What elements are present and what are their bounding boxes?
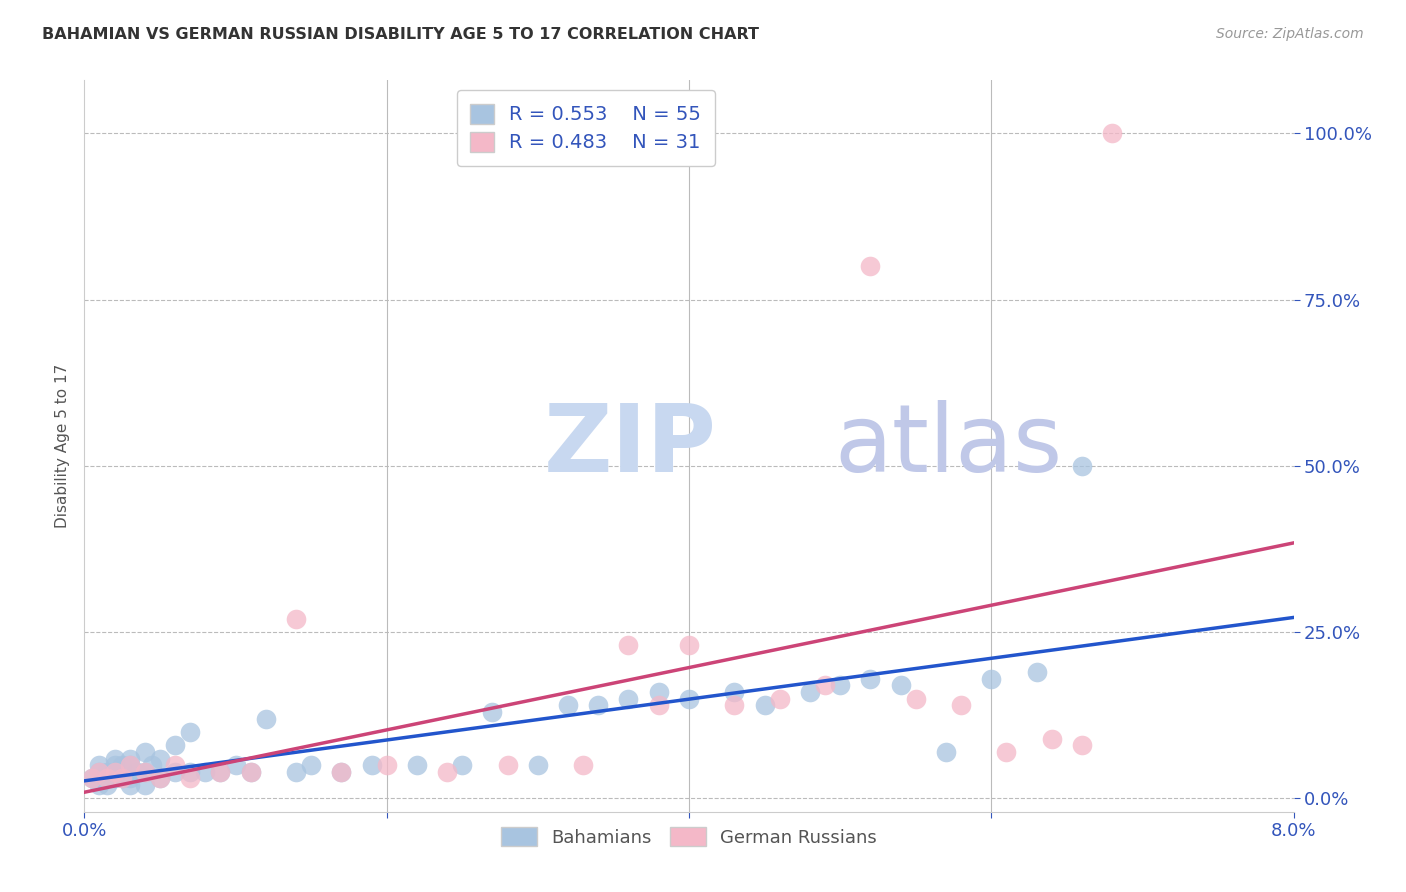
Point	[141, 758, 163, 772]
Point	[89, 778, 111, 792]
Point	[1025, 665, 1047, 679]
Point	[285, 764, 308, 779]
Point	[830, 678, 852, 692]
Point	[330, 764, 353, 779]
Point	[588, 698, 610, 713]
Point	[375, 758, 398, 772]
Point	[179, 772, 201, 786]
Point	[194, 764, 217, 779]
Point	[995, 745, 1018, 759]
Point	[678, 691, 700, 706]
Point	[648, 685, 671, 699]
Point	[723, 685, 745, 699]
Point	[980, 672, 1002, 686]
Point	[890, 678, 912, 692]
Point	[572, 758, 595, 772]
Text: ZIP: ZIP	[544, 400, 717, 492]
Point	[225, 758, 247, 772]
Point	[179, 725, 201, 739]
Point	[814, 678, 837, 692]
Point	[165, 758, 187, 772]
Point	[360, 758, 382, 772]
Point	[617, 691, 640, 706]
Point	[1071, 458, 1094, 473]
Point	[451, 758, 474, 772]
Point	[118, 758, 141, 772]
Point	[118, 772, 141, 786]
Point	[80, 772, 103, 786]
Point	[209, 764, 232, 779]
Point	[769, 691, 792, 706]
Point	[239, 764, 262, 779]
Point	[149, 772, 172, 786]
Point	[406, 758, 429, 772]
Point	[557, 698, 579, 713]
Point	[80, 772, 103, 786]
Y-axis label: Disability Age 5 to 17: Disability Age 5 to 17	[55, 364, 70, 528]
Point	[436, 764, 458, 779]
Point	[754, 698, 776, 713]
Text: BAHAMIAN VS GERMAN RUSSIAN DISABILITY AGE 5 TO 17 CORRELATION CHART: BAHAMIAN VS GERMAN RUSSIAN DISABILITY AG…	[42, 27, 759, 42]
Point	[1101, 127, 1123, 141]
Point	[239, 764, 262, 779]
Point	[330, 764, 353, 779]
Point	[935, 745, 957, 759]
Point	[96, 772, 118, 786]
Point	[104, 764, 127, 779]
Point	[118, 751, 141, 765]
Point	[165, 738, 187, 752]
Point	[104, 772, 127, 786]
Point	[89, 764, 111, 779]
Point	[96, 778, 118, 792]
Text: Source: ZipAtlas.com: Source: ZipAtlas.com	[1216, 27, 1364, 41]
Point	[859, 260, 882, 274]
Point	[950, 698, 973, 713]
Point	[617, 639, 640, 653]
Point	[678, 639, 700, 653]
Point	[299, 758, 322, 772]
Point	[134, 745, 156, 759]
Point	[149, 751, 172, 765]
Point	[104, 764, 127, 779]
Point	[89, 764, 111, 779]
Point	[285, 612, 308, 626]
Point	[104, 758, 127, 772]
Point	[89, 758, 111, 772]
Point	[209, 764, 232, 779]
Point	[134, 778, 156, 792]
Point	[118, 758, 141, 772]
Point	[1071, 738, 1094, 752]
Point	[165, 764, 187, 779]
Point	[111, 758, 134, 772]
Point	[149, 772, 172, 786]
Point	[481, 705, 503, 719]
Text: atlas: atlas	[834, 400, 1063, 492]
Legend: Bahamians, German Russians: Bahamians, German Russians	[489, 816, 889, 857]
Point	[111, 772, 134, 786]
Point	[104, 751, 127, 765]
Point	[648, 698, 671, 713]
Point	[118, 778, 141, 792]
Point	[96, 764, 118, 779]
Point	[904, 691, 927, 706]
Point	[723, 698, 745, 713]
Point	[134, 764, 156, 779]
Point	[1040, 731, 1063, 746]
Point	[859, 672, 882, 686]
Point	[111, 772, 134, 786]
Point	[496, 758, 519, 772]
Point	[179, 764, 201, 779]
Point	[134, 764, 156, 779]
Point	[127, 764, 149, 779]
Point	[799, 685, 821, 699]
Point	[527, 758, 550, 772]
Point	[254, 712, 277, 726]
